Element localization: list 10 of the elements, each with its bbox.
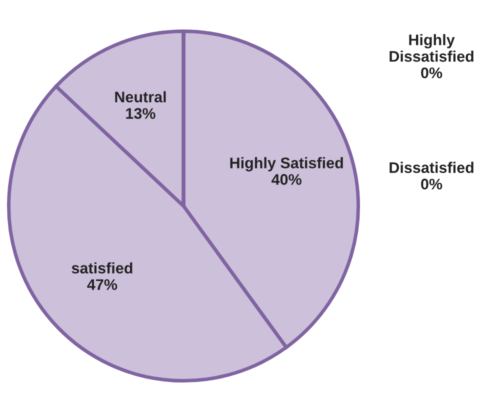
category-label: Highly Dissatisfied: [390, 34, 474, 62]
data-label: 40%: [272, 174, 302, 185]
slice-label: Neutral: [115, 91, 166, 102]
text: 0%: [421, 178, 442, 190]
text: 0%: [421, 67, 442, 78]
slice-label: Highly Satisfied: [230, 157, 343, 172]
slice-label: satisfied: [72, 262, 132, 274]
data-label: 13%: [126, 108, 156, 119]
data-label: 47%: [87, 279, 118, 290]
category-label: Dissatisfied: [390, 162, 474, 174]
